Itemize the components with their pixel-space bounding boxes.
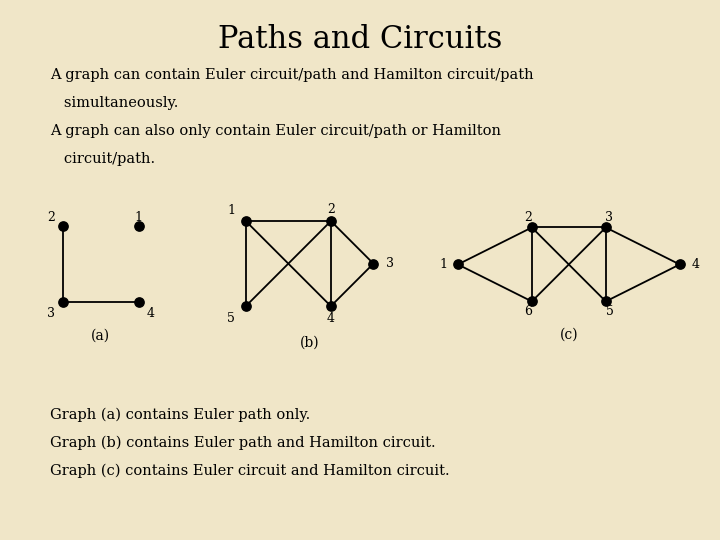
- Text: 2: 2: [48, 211, 55, 224]
- Text: A graph can contain Euler circuit/path and Hamilton circuit/path: A graph can contain Euler circuit/path a…: [50, 68, 534, 82]
- Point: [674, 260, 685, 269]
- Text: A graph can also only contain Euler circuit/path or Hamilton: A graph can also only contain Euler circ…: [50, 124, 501, 138]
- Text: 4: 4: [692, 258, 700, 271]
- Text: Paths and Circuits: Paths and Circuits: [218, 24, 502, 55]
- Point: [368, 259, 379, 268]
- Text: 4: 4: [327, 313, 335, 326]
- Point: [57, 298, 68, 307]
- Text: 4: 4: [146, 307, 154, 320]
- Text: (b): (b): [300, 336, 320, 350]
- Point: [240, 302, 251, 310]
- Point: [325, 217, 337, 225]
- Text: (a): (a): [91, 329, 110, 343]
- Text: Graph (c) contains Euler circuit and Hamilton circuit.: Graph (c) contains Euler circuit and Ham…: [50, 464, 450, 478]
- Text: 1: 1: [135, 211, 143, 224]
- Point: [526, 297, 538, 306]
- Point: [600, 297, 611, 306]
- Text: 3: 3: [48, 307, 55, 320]
- Text: 5: 5: [228, 313, 235, 326]
- Point: [325, 302, 337, 310]
- Text: 1: 1: [439, 258, 447, 271]
- Point: [133, 222, 145, 231]
- Text: 3: 3: [606, 211, 613, 224]
- Text: 2: 2: [524, 211, 532, 224]
- Point: [526, 223, 538, 232]
- Text: circuit/path.: circuit/path.: [50, 152, 156, 166]
- Text: 5: 5: [606, 305, 613, 318]
- Text: 1: 1: [228, 204, 235, 218]
- Point: [57, 222, 68, 231]
- Point: [452, 260, 464, 269]
- Text: simultaneously.: simultaneously.: [50, 96, 179, 110]
- Text: (c): (c): [559, 327, 578, 341]
- Point: [600, 223, 611, 232]
- Text: Graph (a) contains Euler path only.: Graph (a) contains Euler path only.: [50, 408, 310, 422]
- Text: Graph (b) contains Euler path and Hamilton circuit.: Graph (b) contains Euler path and Hamilt…: [50, 436, 436, 450]
- Text: 6: 6: [524, 305, 532, 318]
- Point: [240, 217, 251, 225]
- Text: 2: 2: [327, 202, 335, 215]
- Point: [133, 298, 145, 307]
- Text: 3: 3: [387, 257, 395, 270]
